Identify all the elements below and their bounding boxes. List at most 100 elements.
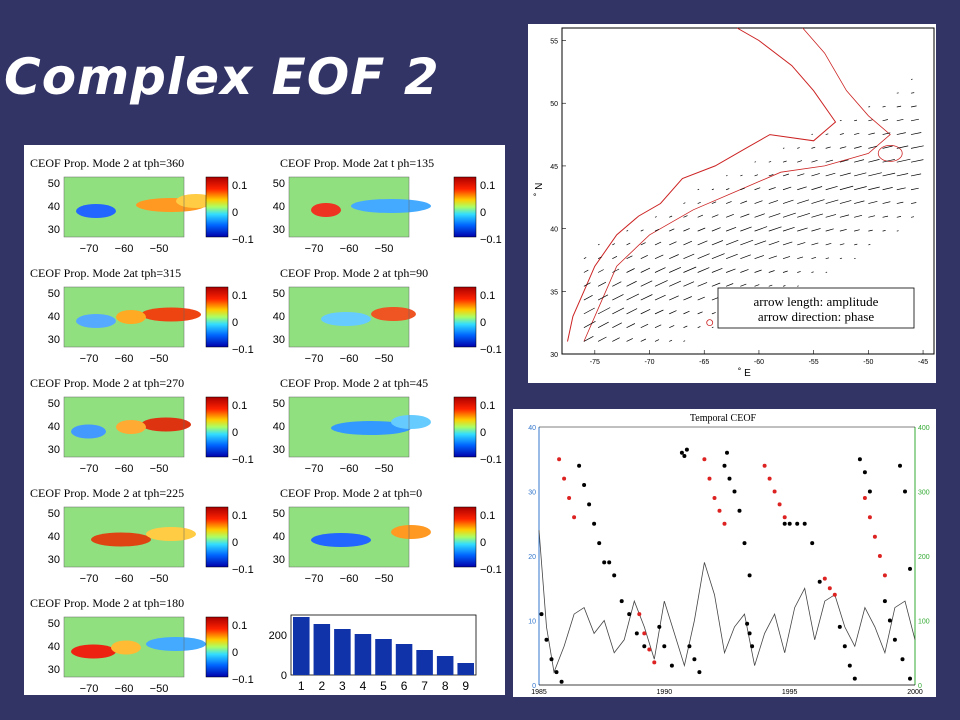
phase-arrow [811, 146, 816, 149]
mode-map-ytick: 40 [273, 311, 285, 323]
phase-arrow [626, 280, 637, 287]
phase-arrow [854, 200, 865, 204]
phase-arrow [811, 199, 825, 204]
phase-point [607, 560, 612, 565]
bar [457, 663, 474, 675]
phase-arrow [868, 159, 880, 163]
colorbar-tick: 0.1 [480, 290, 495, 302]
phase-point [862, 496, 867, 500]
phase-arrow [839, 200, 852, 204]
map-ytick: 50 [550, 101, 558, 108]
phase-series-red [862, 496, 887, 578]
phase-arrow [725, 201, 732, 204]
colorbar [205, 616, 229, 678]
phase-series-red [762, 463, 787, 520]
mode-map-xtick: −50 [375, 353, 394, 365]
phase-arrow [583, 282, 591, 287]
phase-arrow [825, 133, 829, 135]
mode-map-ytick: 50 [48, 618, 60, 630]
phase-arrow [839, 133, 844, 135]
phase-point [627, 612, 632, 617]
phase-arrow [910, 159, 924, 163]
phase-arrow [583, 335, 594, 342]
mode-map-xtick: −60 [340, 243, 359, 255]
phase-point [908, 676, 912, 681]
phase-arrow [782, 256, 791, 260]
bar-xtick: 1 [298, 679, 305, 693]
phase-arrow [612, 322, 622, 328]
phase-arrow [654, 267, 666, 273]
map-ytick: 45 [550, 164, 558, 171]
mode-map-xtick: −60 [115, 353, 134, 365]
phase-series-black [882, 599, 912, 681]
phase-arrow [882, 172, 896, 177]
phase-arrow [797, 227, 808, 232]
mode-map-ytick: 50 [273, 178, 285, 190]
colorbar-tick: 0 [480, 317, 486, 329]
phase-arrow [640, 267, 651, 273]
mode-map-anomaly [91, 532, 151, 547]
map-ytick: 40 [550, 227, 558, 234]
phase-arrow [839, 257, 843, 260]
mode-map-anomaly [141, 307, 201, 322]
phase-arrow [669, 215, 673, 218]
phase-arrow [669, 228, 675, 232]
colorbar [205, 506, 229, 568]
phase-arrow [697, 326, 701, 328]
mode-map-ytick: 40 [48, 421, 60, 433]
phase-arrow [768, 187, 776, 191]
phase-point [892, 637, 897, 642]
phase-arrow [882, 119, 888, 122]
map-xtick: -45 [918, 359, 928, 366]
phase-point [837, 624, 842, 629]
mode-map-ytick: 40 [273, 531, 285, 543]
mode-map-ytick: 50 [48, 508, 60, 520]
bar-xtick: 7 [421, 679, 428, 693]
phase-point [852, 676, 857, 681]
phase-arrow [725, 253, 738, 260]
phase-arrow [583, 320, 596, 328]
colorbar-tick: 0 [232, 647, 238, 659]
phase-arrow [697, 282, 708, 287]
phase-arrow [839, 228, 847, 232]
phase-arrow [797, 186, 807, 191]
mode-map-anomaly [76, 204, 116, 218]
mode-map-ytick: 30 [48, 554, 60, 566]
phase-arrow [882, 158, 896, 163]
mode-map-anomaly [371, 307, 416, 321]
phase-arrow [669, 280, 682, 287]
mode-map-anomaly [111, 640, 141, 655]
mode-map-anomaly [351, 199, 431, 213]
mode-map-xtick: −70 [80, 683, 99, 695]
phase-arrow [896, 173, 909, 177]
mode-map-anomaly [141, 417, 191, 432]
phase-series-black [745, 621, 755, 649]
left-ytick: 40 [528, 425, 536, 432]
colorbar-tick: 0 [480, 207, 486, 219]
phase-arrow [725, 226, 737, 232]
phase-point [745, 621, 750, 626]
phase-arrow [896, 105, 902, 108]
phase-series-black [857, 457, 872, 494]
phase-point [722, 463, 727, 468]
phase-arrow [597, 336, 607, 342]
mode-map-xtick: −60 [340, 353, 359, 365]
phase-arrow [882, 201, 891, 204]
mode-map-anomaly [116, 310, 146, 324]
phase-arrow [825, 146, 831, 149]
left-ytick: 30 [528, 490, 536, 497]
phase-arrow [839, 243, 845, 246]
phase-arrow [711, 297, 719, 301]
phase-point [539, 612, 544, 617]
phase-arrow [725, 188, 730, 191]
phase-series-black [727, 476, 752, 578]
phase-point [822, 576, 827, 581]
phase-arrow [825, 214, 837, 218]
mode-map-xtick: −70 [80, 243, 99, 255]
colorbar-tick: 0.1 [232, 180, 247, 192]
arrow-field [583, 78, 924, 342]
phase-arrow [725, 283, 734, 287]
colorbar-tick: 0 [232, 427, 238, 439]
mode-map-ytick: 50 [273, 288, 285, 300]
phase-arrow [811, 186, 823, 191]
